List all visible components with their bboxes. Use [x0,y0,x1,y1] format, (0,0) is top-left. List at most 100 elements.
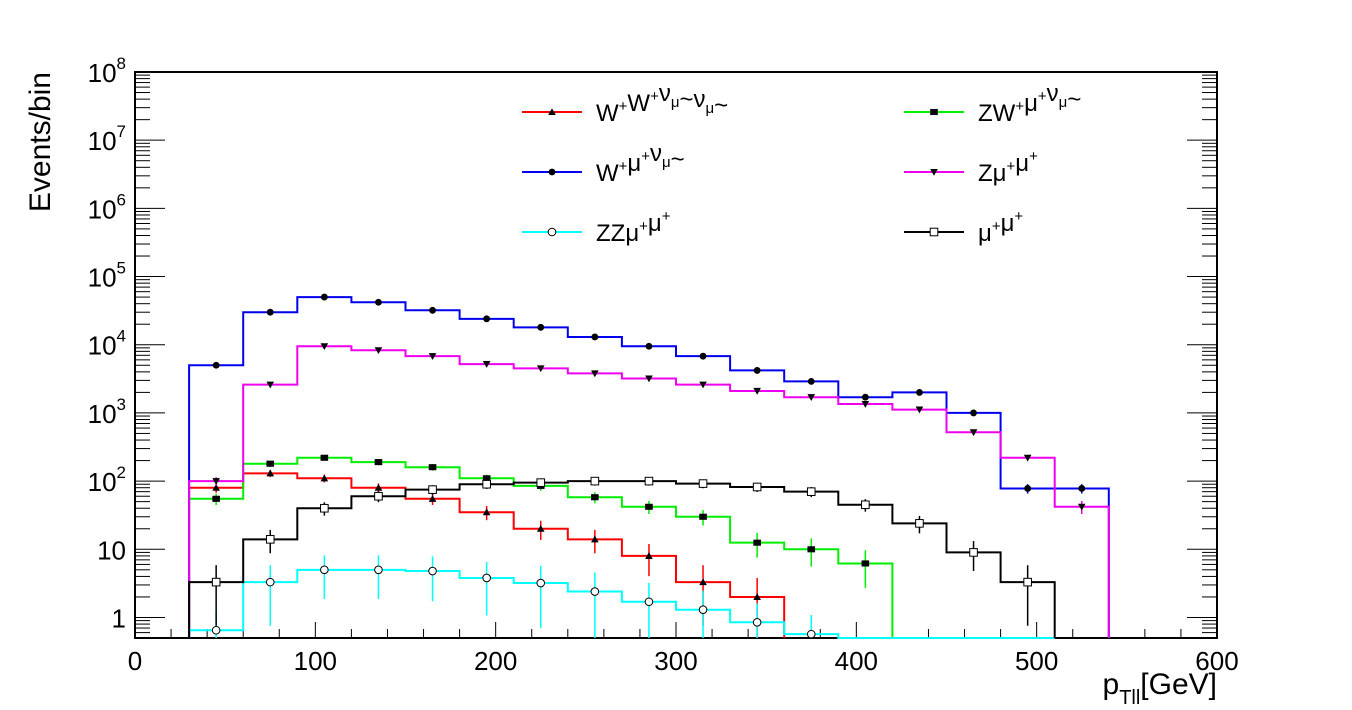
data-marker [320,503,329,513]
legend-label: μ+μ+ [978,208,1023,247]
series-5 [188,476,1056,638]
y-tick-label: 105 [88,259,126,293]
data-marker [699,578,707,586]
data-marker [970,409,977,417]
data-marker [265,577,275,587]
x-axis-label-rest: [GeV] [1140,668,1217,701]
data-marker [806,629,816,639]
data-marker [212,495,220,502]
data-marker [374,491,383,501]
data-marker [591,535,599,543]
y-tick-label: 1 [112,603,126,633]
data-marker [211,577,221,587]
x-tick-label: 0 [128,646,142,676]
data-marker [861,560,870,567]
data-marker [374,347,383,355]
data-marker [753,539,761,546]
data-marker [930,108,938,116]
x-axis-label: pTll[GeV] [1103,668,1218,709]
data-marker [591,370,599,378]
data-marker [807,377,815,385]
legend-label: Zμ+μ+ [978,148,1038,187]
legend-entry: W+μ+νμ~ [522,140,685,187]
x-axis-label-main: p [1103,668,1120,701]
data-marker [482,573,491,583]
data-marker [915,406,924,414]
data-marker [483,315,491,323]
data-marker [861,500,870,510]
data-marker [482,475,491,482]
data-marker [807,546,816,553]
data-marker [428,566,437,576]
data-marker [320,293,328,301]
data-marker [807,394,816,402]
data-marker [645,503,653,510]
data-marker [1078,485,1086,492]
y-tick-label: 104 [88,327,126,361]
data-marker [1023,577,1032,587]
data-marker [266,381,275,389]
data-marker [1024,485,1032,492]
data-marker [320,474,329,482]
data-marker [212,478,220,485]
data-marker [429,306,436,314]
legend-entry: μ+μ+ [904,208,1023,247]
data-marker [916,388,923,396]
y-minor-ticks [135,74,1217,639]
data-marker [753,367,761,374]
x-tick-label: 600 [1195,646,1238,676]
data-marker [699,352,707,360]
x-tick-label: 400 [835,646,878,676]
legend-entry: W+W+νμ~νμ~ [522,80,728,127]
y-tick-label: 107 [88,122,126,156]
legend-entry: ZZμ+μ+ [522,208,671,247]
data-marker [645,342,653,350]
data-marker [645,375,653,383]
series-2 [188,293,1110,638]
data-marker [266,460,275,467]
data-marker [806,487,816,496]
series-line [188,568,1055,639]
series-layer [188,293,1110,639]
data-marker [536,524,545,532]
data-marker [374,459,383,466]
data-marker [591,494,599,501]
data-marker [428,495,437,502]
data-marker [536,478,546,487]
data-marker [969,548,978,557]
data-marker [320,454,329,461]
x-minor-ticks [134,622,1218,638]
legend-entry: ZW+μ+νμ~ [904,80,1081,127]
data-marker [1023,454,1032,462]
series-3 [188,343,1110,638]
data-marker [644,476,654,486]
data-marker [266,308,274,316]
data-marker [374,483,383,491]
data-marker [915,519,924,528]
data-marker [1077,503,1086,511]
data-marker [375,298,382,306]
data-marker [211,625,221,635]
data-marker [537,323,545,331]
y-axis-label: Events/bin [24,72,57,212]
legend-entry: Zμ+μ+ [904,148,1038,187]
data-marker [428,485,437,494]
legend-label: W+W+νμ~νμ~ [596,80,728,127]
data-marker [590,476,600,486]
data-marker [753,593,761,600]
y-tick-label: 106 [88,190,126,224]
data-marker [212,483,220,491]
data-marker [548,108,556,116]
data-marker [428,353,437,360]
data-marker [699,513,707,520]
data-marker [374,565,383,575]
x-tick-label: 200 [474,646,517,676]
series-line [188,480,1056,638]
legend-label: ZZμ+μ+ [596,208,671,247]
data-marker [969,429,978,437]
data-marker [536,365,545,373]
data-marker [698,479,708,488]
data-marker [547,227,557,237]
data-marker [590,587,600,596]
y-tick-label: 10 [97,535,126,565]
